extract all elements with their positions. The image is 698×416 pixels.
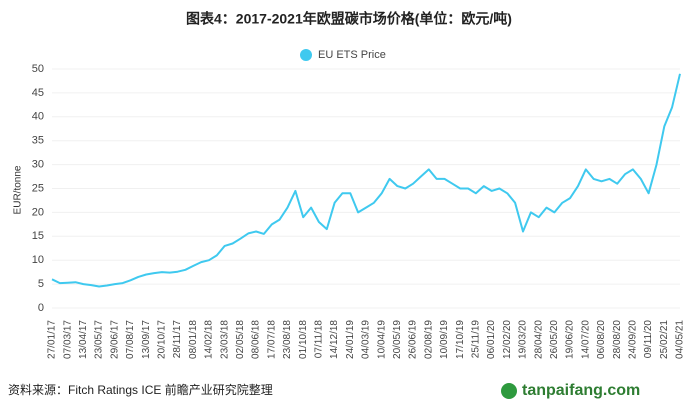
y-tick-label: 5 xyxy=(38,278,44,290)
x-tick-label: 28/08/20 xyxy=(612,320,623,359)
x-tick-label: 02/05/18 xyxy=(235,320,246,359)
y-tick-label: 45 xyxy=(32,87,44,99)
watermark: tanpaifang.com xyxy=(522,382,640,399)
x-tick-label: 20/10/17 xyxy=(157,320,168,359)
x-tick-label: 12/02/20 xyxy=(502,320,513,359)
x-tick-label: 23/08/18 xyxy=(282,320,293,359)
x-tick-label: 07/11/18 xyxy=(314,320,325,359)
x-tick-label: 28/04/20 xyxy=(533,320,544,359)
x-tick-label: 08/01/18 xyxy=(188,320,199,359)
data-line xyxy=(51,73,681,288)
x-tick-label: 07/03/17 xyxy=(62,320,73,359)
x-tick-label: 13/04/17 xyxy=(78,320,89,359)
x-tick-label: 26/05/20 xyxy=(549,320,560,359)
x-tick-label: 17/10/19 xyxy=(455,320,466,359)
x-tick-label: 25/02/21 xyxy=(659,320,670,359)
x-tick-label: 23/05/17 xyxy=(94,320,105,359)
y-tick-label: 30 xyxy=(32,159,44,171)
y-tick-label: 50 xyxy=(32,63,44,75)
x-tick-label: 24/09/20 xyxy=(628,320,639,359)
x-tick-label: 10/04/19 xyxy=(376,320,387,359)
x-tick-label: 27/01/17 xyxy=(47,320,58,359)
x-tick-label: 04/03/19 xyxy=(361,320,372,359)
chart-title: 图表4：2017-2021年欧盟碳市场价格(单位：欧元/吨) xyxy=(186,11,512,27)
x-tick-label: 17/07/18 xyxy=(266,320,277,359)
x-tick-label: 19/06/20 xyxy=(565,320,576,359)
x-tick-label: 25/11/19 xyxy=(471,320,482,359)
legend-marker xyxy=(300,49,312,61)
x-tick-label: 10/09/19 xyxy=(439,320,450,359)
y-tick-label: 15 xyxy=(32,230,44,242)
x-tick-label: 13/09/17 xyxy=(141,320,152,359)
x-tick-label: 14/07/20 xyxy=(580,320,591,359)
x-tick-label: 09/11/20 xyxy=(643,320,654,359)
y-tick-label: 0 xyxy=(38,302,44,314)
x-tick-label: 23/03/18 xyxy=(219,320,230,359)
x-tick-label: 26/06/19 xyxy=(408,320,419,359)
y-tick-label: 20 xyxy=(32,206,44,218)
source-note: 资料来源：Fitch Ratings ICE 前瞻产业研究院整理 xyxy=(8,382,273,397)
logo-icon xyxy=(501,383,517,399)
x-tick-label: 29/06/17 xyxy=(109,320,120,359)
x-tick-label: 20/05/19 xyxy=(392,320,403,359)
x-tick-label: 06/08/20 xyxy=(596,320,607,359)
y-axis-label: EUR/tonne xyxy=(13,165,24,214)
x-tick-label: 19/03/20 xyxy=(518,320,529,359)
x-tick-label: 06/01/20 xyxy=(486,320,497,359)
x-tick-label: 02/08/19 xyxy=(423,320,434,359)
y-tick-label: 40 xyxy=(32,111,44,123)
x-tick-label: 14/12/18 xyxy=(329,320,340,359)
x-tick-label: 01/10/18 xyxy=(298,320,309,359)
x-tick-label: 04/05/21 xyxy=(675,320,686,359)
x-tick-label: 24/01/19 xyxy=(345,320,356,359)
legend-label: EU ETS Price xyxy=(318,49,386,61)
y-tick-label: 25 xyxy=(32,182,44,194)
x-tick-label: 28/11/17 xyxy=(172,320,183,359)
x-tick-label: 07/08/17 xyxy=(125,320,136,359)
y-tick-label: 35 xyxy=(32,135,44,147)
y-tick-label: 10 xyxy=(32,254,44,266)
x-tick-label: 08/06/18 xyxy=(251,320,262,359)
x-tick-label: 14/02/18 xyxy=(204,320,215,359)
